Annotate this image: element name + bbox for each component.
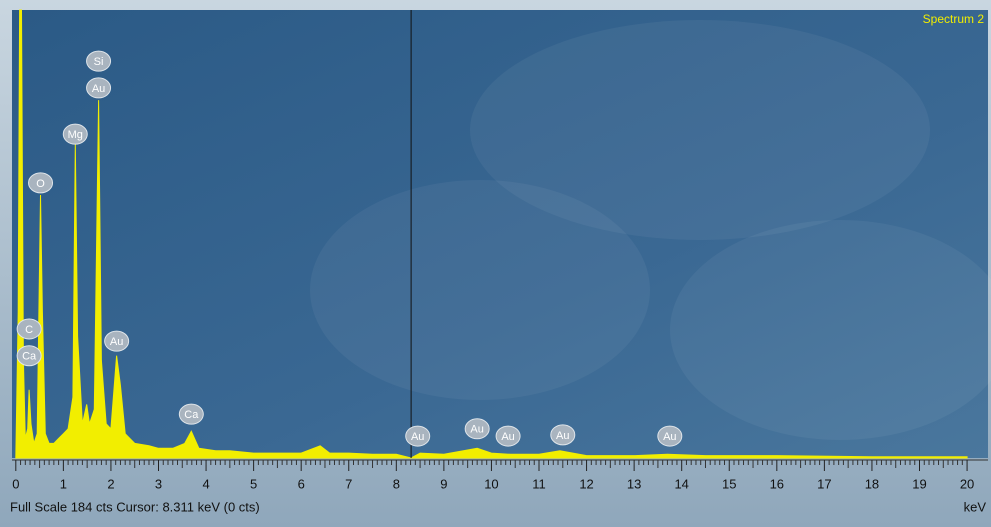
x-tick-label: 18 [865,476,879,491]
x-tick-label: 17 [817,476,831,491]
peak-label: Au [663,431,676,443]
x-tick-label: 7 [345,476,352,491]
x-axis-label: keV [964,499,987,514]
x-tick-label: 12 [579,476,593,491]
x-tick-label: 3 [155,476,162,491]
peak-label: Ca [184,409,199,421]
peak-label: Au [470,424,483,436]
x-tick-label: 14 [674,476,688,491]
x-tick-label: 8 [393,476,400,491]
peak-label: Au [501,431,514,443]
chart-title: Spectrum 2 [923,12,985,26]
x-tick-label: 13 [627,476,641,491]
x-tick-label: 20 [960,476,974,491]
peak-label: Au [110,336,123,348]
x-tick-label: 10 [484,476,498,491]
peak-label: O [36,178,45,190]
x-tick-label: 0 [12,476,19,491]
x-tick-label: 2 [107,476,114,491]
peak-label: Au [411,431,424,443]
chart: Si Au Mg O C Ca Au Ca Au Au Au Au Au Spectrum 2 Full… [0,0,991,527]
x-tick-label: 11 [532,476,546,491]
x-tick-label: 4 [202,476,209,491]
peak-label: Mg [68,129,83,141]
x-tick-label: 1 [60,476,67,491]
x-tick-label: 5 [250,476,257,491]
peak-label: C [25,324,33,336]
x-tick-label: 19 [912,476,926,491]
peak-label: Au [556,430,569,442]
peak-label: Si [94,56,104,68]
x-tick-label: 15 [722,476,736,491]
x-tick-label: 6 [298,476,305,491]
page: {"chart_data": { "type": "area", "title"… [0,0,991,527]
peak-label: Au [92,83,105,95]
x-tick-label: 16 [770,476,784,491]
backdrop [310,180,650,400]
status-text: Full Scale 184 cts Cursor: 8.311 keV (0 … [10,499,260,514]
peak-label: Ca [22,351,37,363]
x-tick-label: 9 [440,476,447,491]
